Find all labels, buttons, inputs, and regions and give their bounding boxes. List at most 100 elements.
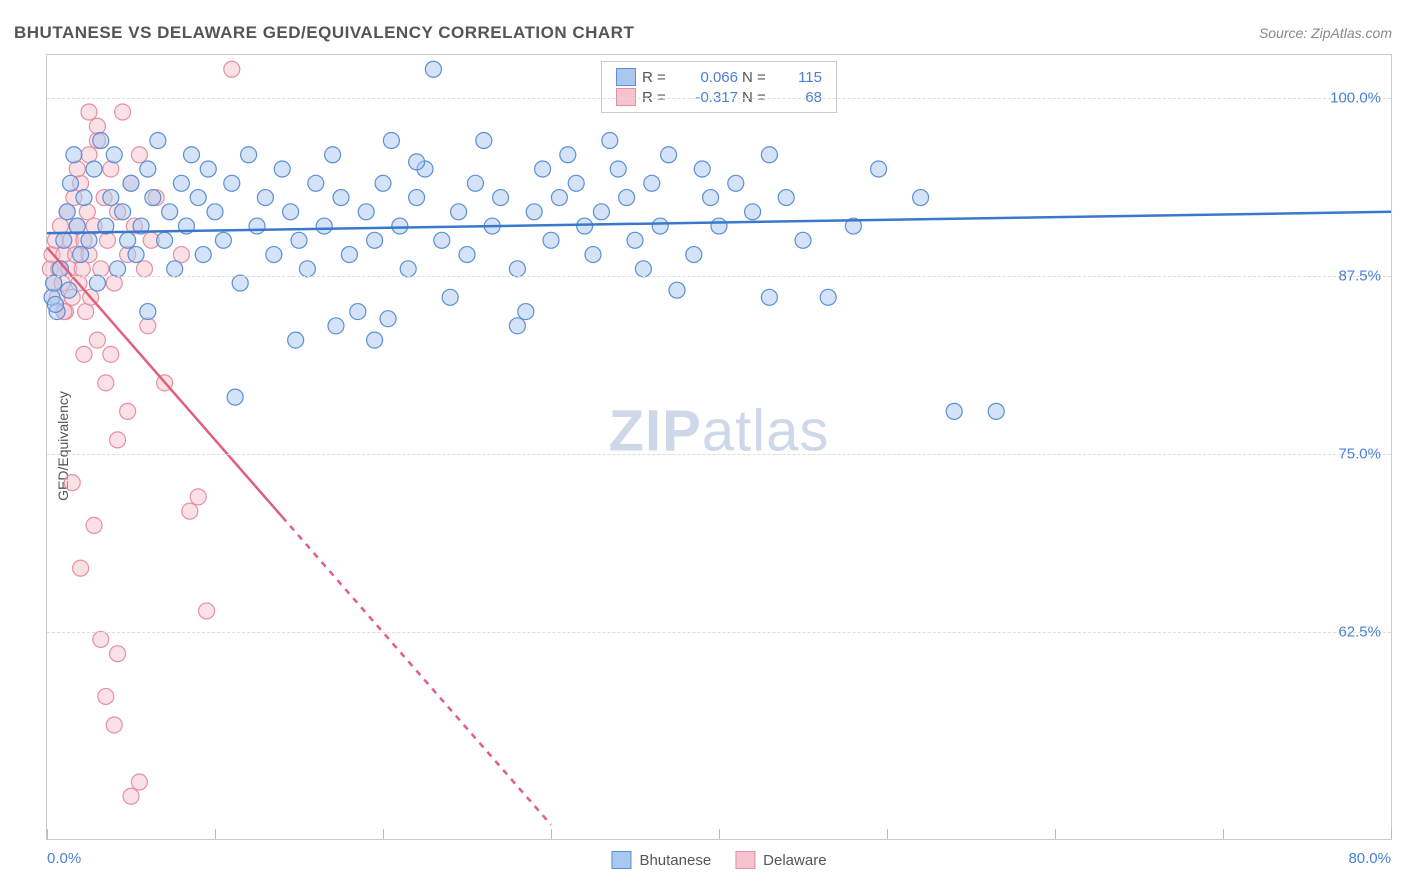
data-point bbox=[425, 61, 441, 77]
data-point bbox=[61, 282, 77, 298]
data-point bbox=[333, 190, 349, 206]
data-point bbox=[99, 232, 115, 248]
data-point bbox=[409, 190, 425, 206]
data-point bbox=[871, 161, 887, 177]
chart-plot-area: ZIPatlas R = 0.066 N = 115 R = -0.317 N … bbox=[46, 54, 1392, 840]
y-tick-label: 100.0% bbox=[1330, 89, 1381, 106]
data-point bbox=[78, 304, 94, 320]
data-point bbox=[120, 403, 136, 419]
data-point bbox=[123, 175, 139, 191]
data-point bbox=[162, 204, 178, 220]
data-point bbox=[325, 147, 341, 163]
scatter-svg bbox=[47, 55, 1391, 839]
data-point bbox=[173, 175, 189, 191]
data-point bbox=[913, 190, 929, 206]
x-tick-mark bbox=[1223, 829, 1224, 839]
data-point bbox=[669, 282, 685, 298]
data-point bbox=[81, 104, 97, 120]
data-point bbox=[283, 204, 299, 220]
swatch-bhutanese bbox=[611, 851, 631, 869]
data-point bbox=[136, 261, 152, 277]
data-point bbox=[199, 603, 215, 619]
data-point bbox=[308, 175, 324, 191]
data-point bbox=[686, 247, 702, 263]
data-point bbox=[728, 175, 744, 191]
data-point bbox=[644, 175, 660, 191]
data-point bbox=[593, 204, 609, 220]
data-point bbox=[602, 133, 618, 149]
data-point bbox=[299, 261, 315, 277]
stat-r-bhutanese: 0.066 bbox=[682, 69, 738, 86]
data-point bbox=[745, 204, 761, 220]
data-point bbox=[316, 218, 332, 234]
data-point bbox=[227, 389, 243, 405]
data-point bbox=[200, 161, 216, 177]
data-point bbox=[106, 275, 122, 291]
data-point bbox=[131, 147, 147, 163]
data-point bbox=[128, 247, 144, 263]
swatch-delaware bbox=[735, 851, 755, 869]
data-point bbox=[509, 261, 525, 277]
data-point bbox=[173, 247, 189, 263]
data-point bbox=[652, 218, 668, 234]
data-point bbox=[64, 475, 80, 491]
data-point bbox=[66, 147, 82, 163]
data-point bbox=[535, 161, 551, 177]
data-point bbox=[115, 104, 131, 120]
data-point bbox=[81, 147, 97, 163]
data-point bbox=[115, 204, 131, 220]
data-point bbox=[76, 190, 92, 206]
data-point bbox=[711, 218, 727, 234]
data-point bbox=[266, 247, 282, 263]
data-point bbox=[442, 289, 458, 305]
data-point bbox=[190, 489, 206, 505]
gridline bbox=[47, 276, 1391, 277]
data-point bbox=[560, 147, 576, 163]
data-point bbox=[367, 332, 383, 348]
stat-n-label: N = bbox=[742, 69, 778, 86]
gridline bbox=[47, 632, 1391, 633]
data-point bbox=[341, 247, 357, 263]
data-point bbox=[761, 289, 777, 305]
data-point bbox=[93, 631, 109, 647]
data-point bbox=[224, 175, 240, 191]
data-point bbox=[988, 403, 1004, 419]
data-point bbox=[93, 133, 109, 149]
data-point bbox=[350, 304, 366, 320]
data-point bbox=[635, 261, 651, 277]
x-axis-min-label: 0.0% bbox=[47, 850, 81, 867]
x-tick-mark bbox=[215, 829, 216, 839]
data-point bbox=[98, 688, 114, 704]
data-point bbox=[627, 232, 643, 248]
x-tick-mark bbox=[887, 829, 888, 839]
data-point bbox=[610, 161, 626, 177]
data-point bbox=[167, 261, 183, 277]
data-point bbox=[358, 204, 374, 220]
data-point bbox=[224, 61, 240, 77]
x-axis-max-label: 80.0% bbox=[1348, 850, 1391, 867]
data-point bbox=[81, 232, 97, 248]
data-point bbox=[110, 432, 126, 448]
data-point bbox=[274, 161, 290, 177]
data-point bbox=[145, 190, 161, 206]
data-point bbox=[183, 147, 199, 163]
legend-label: Bhutanese bbox=[639, 852, 711, 869]
y-tick-label: 87.5% bbox=[1338, 267, 1381, 284]
legend-item-delaware: Delaware bbox=[735, 851, 826, 869]
x-tick-mark bbox=[1055, 829, 1056, 839]
data-point bbox=[400, 261, 416, 277]
data-point bbox=[140, 161, 156, 177]
data-point bbox=[232, 275, 248, 291]
data-point bbox=[493, 190, 509, 206]
y-tick-label: 62.5% bbox=[1338, 624, 1381, 641]
data-point bbox=[56, 232, 72, 248]
data-point bbox=[467, 175, 483, 191]
data-point bbox=[585, 247, 601, 263]
trend-line bbox=[282, 517, 551, 825]
data-point bbox=[157, 232, 173, 248]
data-point bbox=[182, 503, 198, 519]
data-point bbox=[140, 318, 156, 334]
data-point bbox=[110, 261, 126, 277]
data-point bbox=[288, 332, 304, 348]
data-point bbox=[328, 318, 344, 334]
